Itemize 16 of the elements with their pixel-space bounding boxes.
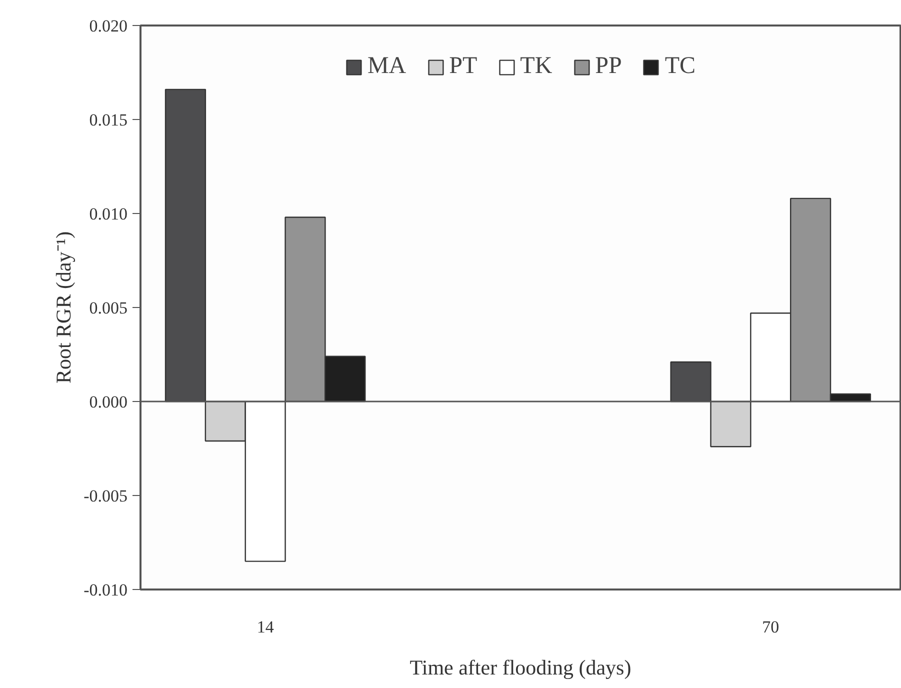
x-tick-label: 14 (256, 618, 274, 636)
legend-label: PP (595, 53, 622, 80)
legend-label: TC (664, 53, 696, 80)
y-axis-title: Root RGR (day⁻¹) (52, 231, 76, 384)
x-tick-label: 70 (762, 618, 780, 636)
y-tick-label: 0.015 (89, 110, 128, 130)
legend-label: PT (449, 53, 478, 80)
y-tick-label: 0.010 (89, 204, 128, 224)
legend-label: MA (367, 53, 406, 80)
x-axis-title: Time after flooding (days) (410, 656, 632, 680)
legend-label: TK (520, 53, 552, 80)
y-tick-label: -0.005 (84, 486, 128, 506)
y-tick-label: 0.020 (89, 16, 128, 36)
y-tick-label: -0.010 (84, 580, 128, 600)
y-tick-label: 0.005 (89, 298, 128, 318)
y-tick-label: 0.000 (89, 392, 128, 412)
